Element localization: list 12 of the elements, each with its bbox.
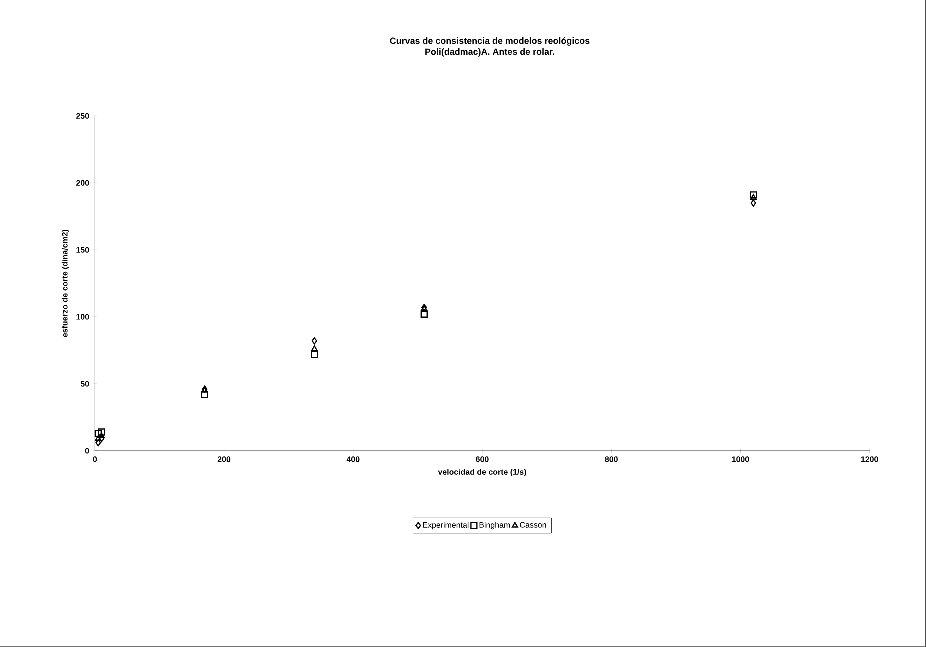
point (94, 430, 102, 438)
point (750, 200, 756, 207)
chart-subtitle: Poli(dadmac)A. Antes de rolar. (426, 48, 554, 57)
point (750, 192, 758, 199)
point (311, 350, 318, 358)
point (311, 346, 318, 352)
point (96, 439, 102, 446)
point (750, 194, 757, 200)
point (420, 310, 428, 318)
chart-title: Curvas de consistencia de modelos reológicos (390, 37, 590, 46)
point (312, 338, 318, 345)
point (201, 391, 208, 398)
